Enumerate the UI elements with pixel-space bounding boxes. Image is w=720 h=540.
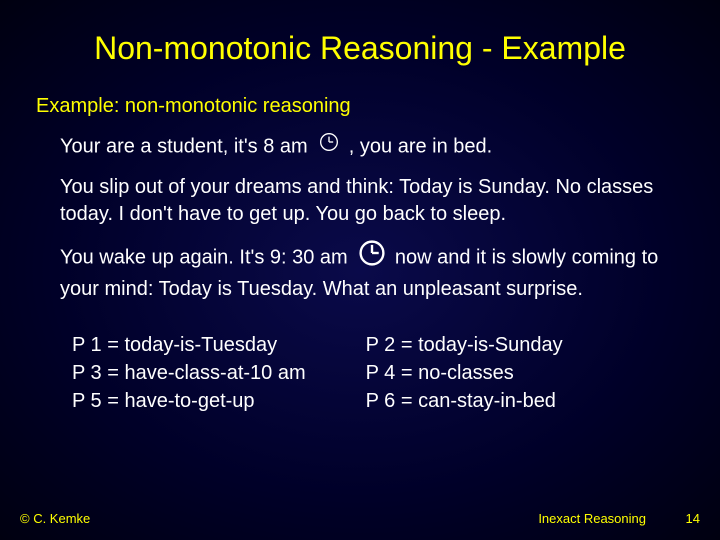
footer-section: Inexact Reasoning [333,511,670,526]
prop-p3: P 3 = have-class-at-10 am [72,359,306,387]
slide: Non-monotonic Reasoning - Example Exampl… [0,0,720,540]
paragraph-1: Your are a student, it's 8 am , you are … [60,132,674,162]
footer: © C. Kemke Inexact Reasoning 14 [0,511,720,526]
clock-icon [359,240,385,274]
body-text: Your are a student, it's 8 am , you are … [60,132,674,303]
subtitle: Example: non-monotonic reasoning [36,95,684,118]
prop-p5: P 5 = have-to-get-up [72,387,306,415]
slide-title: Non-monotonic Reasoning - Example [36,30,684,67]
paragraph-3: You wake up again. It's 9: 30 am now and… [60,240,674,303]
footer-page-number: 14 [670,511,700,526]
prop-col-right: P 2 = today-is-Sunday P 4 = no-classes P… [366,331,563,415]
para1-text-a: Your are a student, it's 8 am [60,135,313,157]
prop-p1: P 1 = today-is-Tuesday [72,331,306,359]
para1-text-b: , you are in bed. [349,135,492,157]
prop-col-left: P 1 = today-is-Tuesday P 3 = have-class-… [72,331,306,415]
prop-p2: P 2 = today-is-Sunday [366,331,563,359]
prop-p4: P 4 = no-classes [366,359,563,387]
paragraph-2: You slip out of your dreams and think: T… [60,174,674,228]
prop-p6: P 6 = can-stay-in-bed [366,387,563,415]
propositions: P 1 = today-is-Tuesday P 3 = have-class-… [72,331,684,415]
clock-icon [319,132,339,160]
footer-copyright: © C. Kemke [20,511,333,526]
para3-text-a: You wake up again. It's 9: 30 am [60,246,353,268]
